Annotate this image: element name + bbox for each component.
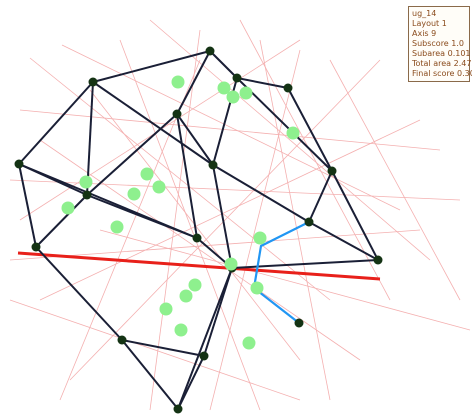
graph-edge <box>86 113 178 196</box>
highlight-node <box>174 323 188 337</box>
guide-line <box>259 39 331 401</box>
highlight-node <box>159 302 173 316</box>
highlight-node <box>217 81 231 95</box>
graph-node <box>31 242 41 252</box>
graph-edge <box>331 170 379 261</box>
graph-node <box>173 404 183 414</box>
guide-line <box>61 44 401 211</box>
graph-edge <box>308 170 333 223</box>
graph-node <box>327 166 337 176</box>
graph-node <box>283 83 293 93</box>
highlight-node <box>239 86 253 100</box>
highlight-node <box>152 180 166 194</box>
graph-edge <box>236 77 333 172</box>
axis-label: Axis 9 <box>412 29 437 38</box>
graph-edge <box>176 113 198 239</box>
graph-node <box>199 351 209 361</box>
guide-line <box>119 39 261 411</box>
highlight-node <box>140 167 154 181</box>
graph-edge <box>121 339 205 357</box>
graph-edge <box>18 163 198 239</box>
guide-line <box>329 59 461 301</box>
highlight-node <box>61 201 75 215</box>
graph-edge <box>177 355 205 410</box>
highlight-node <box>242 336 256 350</box>
graph-node <box>232 73 242 83</box>
graph-edges <box>18 50 379 410</box>
highlight-node <box>224 257 238 271</box>
graph-edge <box>287 87 333 172</box>
graph-node <box>14 159 24 169</box>
guide-line <box>99 229 471 331</box>
graph-edge <box>212 164 310 223</box>
graph-edge <box>209 50 238 79</box>
subarea-label: Subarea 0.101 <box>412 49 471 58</box>
guide-line <box>19 109 441 151</box>
layout-label: Layout 1 <box>412 19 447 28</box>
graph-id-label: ug_14 <box>412 9 437 18</box>
graph-edge <box>18 163 37 248</box>
highlighted-path <box>252 221 310 324</box>
highlight-node <box>179 289 193 303</box>
graph-edge <box>176 50 211 115</box>
graph-edge <box>35 246 123 341</box>
graph-node <box>117 335 127 345</box>
guide-line <box>9 299 301 401</box>
subscore-label: Subscore 1.0 <box>412 39 464 48</box>
guide-line <box>239 19 391 301</box>
score-panel: ug_14 Layout 1 Axis 9 Subscore 1.0 Subar… <box>408 6 472 82</box>
total-area-label: Total area 2.473 <box>412 59 472 68</box>
graph-node <box>294 318 304 328</box>
graph-node <box>82 190 92 200</box>
graph-nodes <box>14 46 383 414</box>
graph-node <box>373 255 383 265</box>
graph-node <box>205 46 215 56</box>
guide-line <box>39 119 421 301</box>
highlight-node <box>226 90 240 104</box>
highlight-path-line <box>252 221 310 324</box>
graph-node <box>172 109 182 119</box>
highlight-node <box>110 220 124 234</box>
highlight-node <box>188 278 202 292</box>
highlight-nodes <box>61 75 300 350</box>
graph-edge <box>176 113 214 166</box>
graph-edge <box>308 221 379 261</box>
graph-edge <box>212 164 233 269</box>
highlight-node <box>250 281 264 295</box>
final-score-label: Final score 0.306 <box>412 69 472 78</box>
highlight-node <box>253 231 267 245</box>
graph-edge <box>121 339 179 410</box>
graph-edge <box>177 267 233 410</box>
guide-line <box>69 59 381 381</box>
guide-line <box>9 229 421 261</box>
highlight-node <box>171 75 185 89</box>
symmetry-axis <box>17 251 381 281</box>
graph-node <box>304 217 314 227</box>
graph-node <box>208 160 218 170</box>
highlight-node <box>127 187 141 201</box>
highlight-node <box>286 126 300 140</box>
highlight-node <box>79 175 93 189</box>
graph-edge <box>92 50 211 83</box>
graph-edge <box>18 81 94 165</box>
graph-edge <box>35 194 88 248</box>
graph-edge <box>231 259 379 269</box>
graph-node <box>88 77 98 87</box>
graph-edge <box>236 77 289 89</box>
guide-line <box>39 139 361 361</box>
graph-edge <box>92 81 214 166</box>
guide-line <box>149 19 431 261</box>
guide-line <box>209 49 301 411</box>
graph-node <box>192 233 202 243</box>
